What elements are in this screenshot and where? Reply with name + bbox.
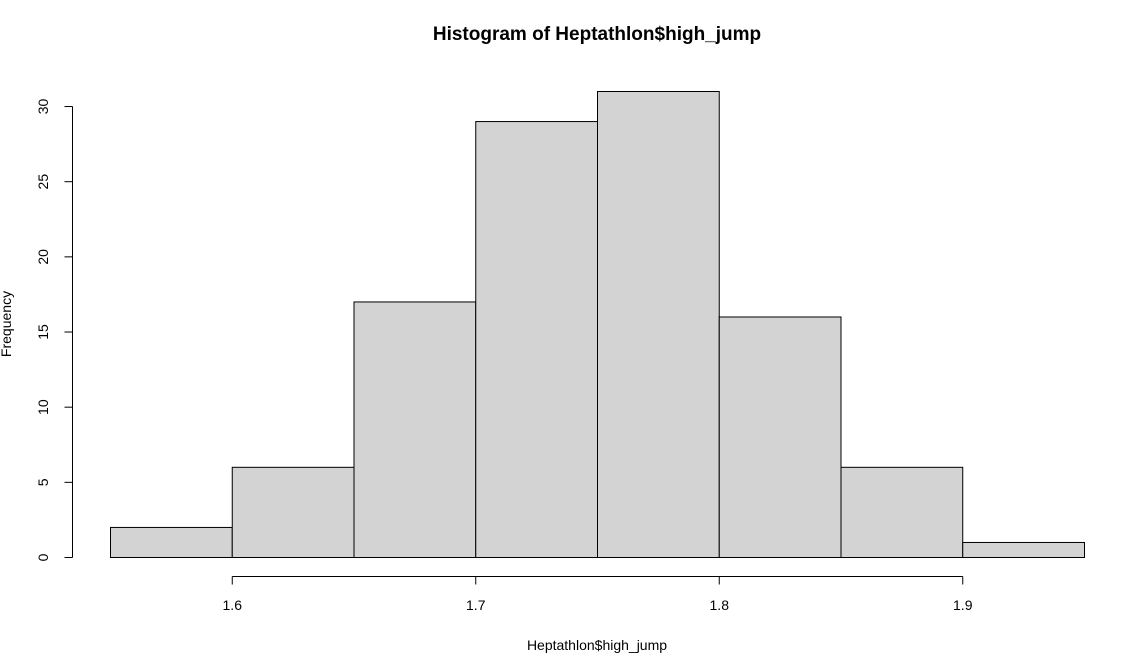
y-axis: 0 5 10 15 20 25 30: [35, 99, 73, 561]
x-tick-label: 1.9: [953, 597, 973, 613]
x-tick-label: 1.7: [466, 597, 486, 613]
histogram-bar: [597, 91, 720, 558]
x-tick-label: 1.8: [710, 597, 730, 613]
histogram-bar: [962, 541, 1085, 558]
y-axis-label: Frequency: [0, 291, 14, 357]
x-axis-label: Heptathlon$high_jump: [527, 637, 667, 653]
histogram-bar: [840, 466, 964, 558]
y-tick-label: 0: [35, 553, 51, 561]
y-tick-label: 10: [35, 399, 51, 415]
histogram-bar: [718, 316, 842, 559]
chart-title: Histogram of Heptathlon$high_jump: [433, 24, 761, 45]
x-axis: 1.6 1.7 1.8 1.9: [223, 576, 973, 613]
histogram-bar: [475, 121, 598, 558]
y-tick-label: 5: [35, 478, 51, 486]
histogram-bar: [110, 526, 233, 559]
histogram-bars: [110, 91, 1085, 559]
y-tick-label: 25: [35, 174, 51, 190]
y-tick-label: 30: [35, 99, 51, 115]
histogram-bar: [231, 466, 355, 558]
y-tick-label: 20: [35, 249, 51, 265]
y-tick-label: 15: [35, 324, 51, 340]
x-tick-label: 1.6: [223, 597, 243, 613]
histogram-bar: [353, 301, 477, 559]
